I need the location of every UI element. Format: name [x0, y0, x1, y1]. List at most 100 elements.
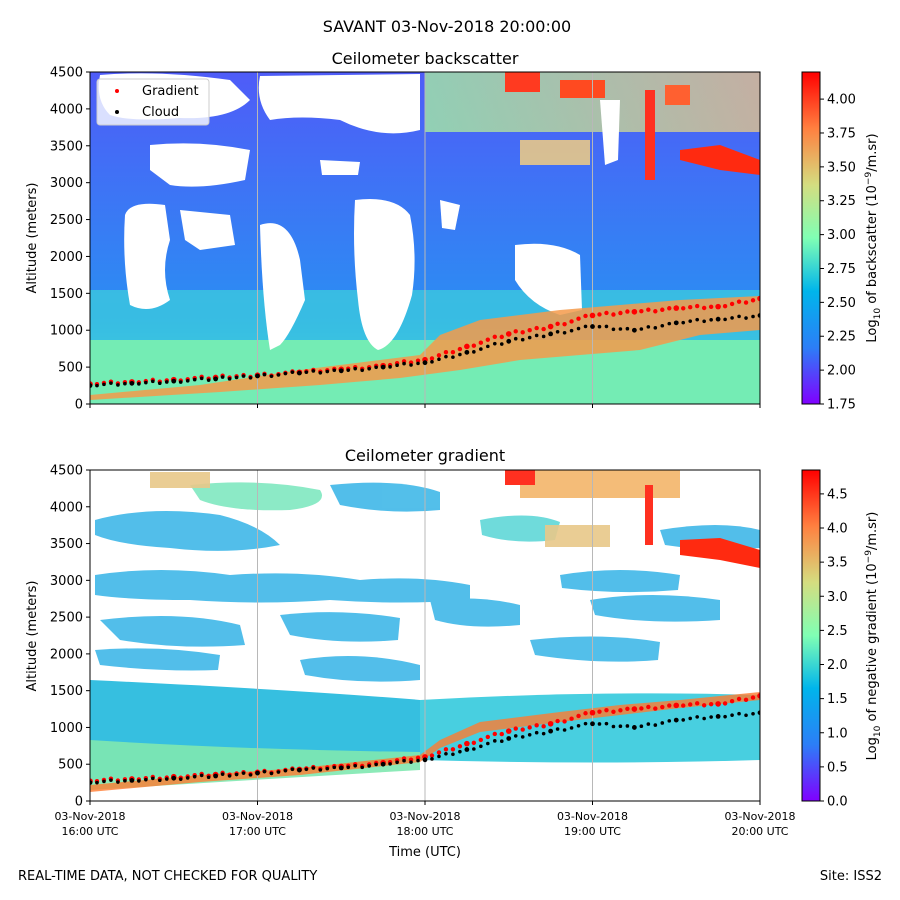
cloud-point: [604, 324, 609, 329]
gradient-point: [569, 716, 574, 721]
y-tick-label: 2000: [50, 647, 83, 662]
cloud-point: [116, 780, 120, 784]
cloud-point: [90, 780, 93, 786]
cloud-point: [367, 764, 371, 768]
gradient-point: [457, 744, 463, 749]
cloud-point: [90, 383, 93, 388]
gradient-point: [520, 330, 525, 335]
cloud-point: [185, 379, 190, 383]
cloud-point: [569, 726, 574, 730]
cloud-point: [353, 366, 358, 371]
cloud-point: [723, 714, 727, 719]
cloud-point: [653, 326, 658, 330]
gradient-point: [729, 301, 735, 307]
x-tick-label-date: 03-Nov-2018: [389, 810, 460, 823]
cloud-point: [451, 752, 455, 757]
cloud-point: [527, 335, 532, 340]
gradient-point: [520, 727, 525, 732]
gradient-point: [743, 300, 749, 305]
cloud-point: [338, 765, 344, 771]
cloud-point: [422, 757, 428, 763]
gradient-point: [464, 343, 470, 350]
cloud-point: [388, 365, 392, 369]
cloud-point: [688, 716, 693, 721]
cloud-point: [646, 722, 651, 726]
gradient-point: [750, 695, 756, 700]
cloud-point: [611, 327, 616, 332]
y-tick-label: 500: [58, 758, 83, 773]
cloud-point: [660, 721, 665, 725]
cloud-point: [213, 376, 219, 382]
colorbar-tick-label: 2.5: [827, 624, 848, 639]
cloud-point: [673, 717, 679, 723]
gradient-point: [743, 697, 749, 703]
gradient-point: [534, 325, 539, 331]
cloud-point: [338, 368, 344, 374]
colorbar-tick-label: 1.5: [827, 692, 848, 707]
site-label: Site: ISS2: [819, 869, 882, 884]
cloud-point: [199, 773, 204, 778]
gradient-point: [583, 313, 588, 319]
gradient-point: [631, 706, 638, 712]
cloud-point: [520, 337, 525, 342]
cloud-point: [631, 327, 637, 333]
cloud-point: [353, 763, 358, 768]
cloud-point: [409, 760, 413, 764]
gradient-point: [534, 723, 539, 728]
colorbar-tick-label: 4.0: [827, 522, 848, 537]
gradient-point: [708, 701, 714, 707]
cloud-point: [430, 757, 434, 761]
gradient-point: [701, 703, 707, 708]
cloud-point: [437, 754, 441, 759]
cloud-point: [116, 383, 120, 387]
cloud-point: [562, 728, 567, 732]
cloud-point: [486, 344, 490, 349]
cloud-point: [296, 370, 302, 376]
cloud-point: [332, 765, 337, 770]
cloud-point: [144, 777, 148, 782]
cloud-point: [430, 360, 434, 364]
gradient-point: [562, 321, 567, 327]
cloud-point: [709, 317, 713, 322]
cloud-point: [241, 374, 246, 378]
gradient-point: [715, 701, 721, 707]
x-tick-label-time: 16:00 UTC: [61, 825, 118, 838]
cloud-point: [757, 313, 760, 318]
cloud-point: [269, 771, 274, 776]
backscatter-ylabel: Altitude (meters): [25, 183, 40, 294]
y-tick-label: 0: [75, 795, 83, 810]
cloud-point: [157, 381, 162, 385]
cloud-point: [422, 360, 428, 366]
gradient-xlabel: Time (UTC): [388, 845, 461, 860]
cloud-point: [590, 324, 595, 329]
colorbar-tick-label: 3.25: [827, 194, 856, 209]
cloud-point: [171, 775, 177, 781]
legend-gradient-label: Gradient: [142, 84, 199, 99]
gradient-point: [597, 709, 602, 714]
y-tick-label: 500: [58, 361, 83, 376]
colorbar-tick-label: 0.0: [827, 795, 848, 810]
colorbar-tick-label: 2.0: [827, 658, 848, 673]
cloud-point: [702, 319, 706, 324]
cloud-point: [374, 365, 378, 370]
backscatter-title: Ceilometer backscatter: [332, 49, 519, 68]
gradient-point: [505, 331, 512, 337]
gradient-ylabel: Altitude (meters): [25, 581, 40, 692]
cloud-point: [290, 370, 295, 374]
gradient-point: [527, 328, 532, 333]
cloud-point: [583, 721, 588, 726]
gradient-point: [464, 740, 470, 747]
x-tick-label-date: 03-Nov-2018: [54, 810, 125, 823]
cloud-point: [395, 363, 399, 367]
gradient-point: [722, 701, 728, 706]
x-tick-label-date: 03-Nov-2018: [557, 810, 628, 823]
cloud-point: [451, 355, 455, 359]
cloud-point: [597, 722, 602, 726]
cloud-point: [520, 735, 525, 739]
gradient-point: [688, 702, 693, 707]
gradient-point: [505, 728, 512, 734]
cloud-point: [464, 349, 470, 355]
cloud-point: [185, 776, 190, 780]
gradient-point: [646, 704, 651, 710]
colorbar-tick-label: 2.75: [827, 262, 856, 277]
